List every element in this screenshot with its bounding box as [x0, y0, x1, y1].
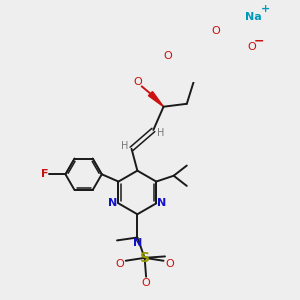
Text: +: + [261, 4, 270, 14]
Text: S: S [140, 251, 150, 265]
Text: H: H [157, 128, 164, 138]
Text: O: O [165, 259, 174, 269]
Text: N: N [108, 198, 117, 208]
Text: O: O [164, 51, 172, 61]
Text: Na: Na [245, 12, 262, 22]
Text: O: O [248, 42, 256, 52]
Text: −: − [254, 35, 265, 48]
Text: O: O [212, 26, 220, 36]
Text: N: N [158, 198, 167, 208]
Text: O: O [116, 259, 124, 269]
Text: O: O [133, 77, 142, 87]
Text: N: N [133, 238, 142, 248]
Polygon shape [148, 92, 164, 107]
Text: H: H [121, 141, 128, 151]
Polygon shape [179, 65, 194, 80]
Text: O: O [142, 278, 151, 288]
Text: F: F [40, 169, 48, 179]
